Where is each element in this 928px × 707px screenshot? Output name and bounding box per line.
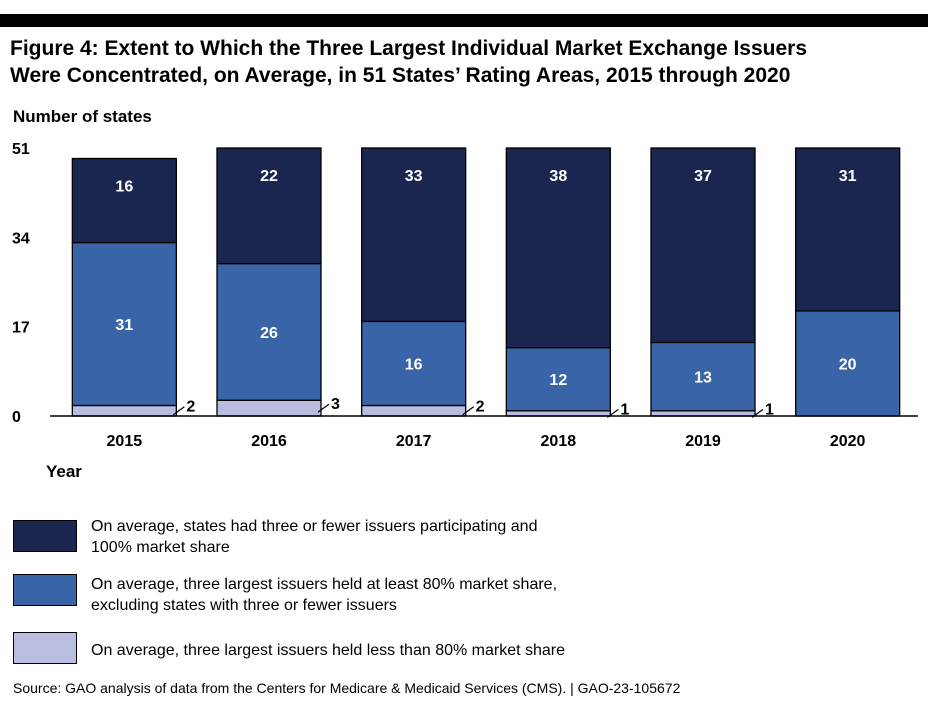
legend-label-dark-line-1: On average, states had three or fewer is…: [91, 518, 538, 535]
data-label-2018-light: 1: [620, 401, 629, 418]
bar-segment-2017-medium: [361, 320, 467, 407]
legend-label-light: On average, three largest issuers held l…: [91, 640, 791, 661]
stacked-bar-chart: 0 17 34 51 2 31 16 2015 3 26 22 2016 2 16 33 2017 1 12 38 2…: [12, 141, 918, 450]
data-label-2017-medium: 16: [405, 356, 423, 373]
bar-segment-2017-dark: [361, 147, 467, 323]
legend-item-dark: On average, states had three or fewer is…: [13, 514, 913, 556]
legend-swatch-light: [13, 632, 77, 664]
data-label-leader-2017: [462, 406, 475, 416]
data-label-2015-dark: 16: [115, 179, 133, 196]
data-label-2017-dark: 33: [405, 168, 423, 185]
data-label-2019-medium: 13: [694, 370, 712, 387]
bar-segment-2020-dark: [795, 147, 901, 312]
bar-segment-2015-dark: [71, 157, 177, 244]
legend-label-dark-line-2: 100% market share: [91, 539, 230, 556]
bar-segment-2018-medium: [505, 347, 611, 412]
data-label-2018-medium: 12: [549, 372, 567, 389]
x-tick-label-2020: 2020: [830, 433, 866, 450]
bar-segment-2020-medium: [795, 310, 901, 417]
x-tick-label-2016: 2016: [251, 433, 287, 450]
bar-segment-2016-medium: [216, 262, 322, 401]
data-label-leader-2015: [172, 406, 185, 416]
x-tick-label-2017: 2017: [396, 433, 432, 450]
data-label-2016-medium: 26: [260, 325, 278, 342]
data-label-2018-dark: 38: [549, 168, 567, 185]
data-label-2016-dark: 22: [260, 168, 278, 185]
bar-segment-2018-dark: [505, 147, 611, 349]
bar-segment-2019-dark: [650, 147, 756, 344]
data-label-2015-light: 2: [186, 399, 195, 416]
y-tick-label-17: 17: [12, 320, 30, 337]
legend-item-light: On average, three largest issuers held l…: [13, 630, 913, 670]
data-label-2017-light: 2: [476, 399, 485, 416]
legend-label-medium-line-2: excluding states with three or fewer iss…: [91, 597, 397, 614]
figure-title-line-1: Figure 4: Extent to Which the Three Larg…: [10, 37, 808, 60]
y-tick-label-0: 0: [12, 409, 21, 426]
figure-title-line-2: Were Concentrated, on Average, in 51 Sta…: [10, 64, 791, 87]
x-tick-label-2015: 2015: [107, 433, 143, 450]
legend-label-medium-line-1: On average, three largest issuers held a…: [91, 576, 558, 593]
legend-label-medium: On average, three largest issuers held a…: [91, 574, 791, 616]
legend-swatch-dark: [13, 520, 77, 552]
y-axis-title: Number of states: [13, 107, 152, 126]
y-tick-label-51: 51: [12, 141, 30, 158]
figure-title: Figure 4: Extent to Which the Three Larg…: [10, 35, 920, 89]
data-label-leader-2016: [317, 403, 330, 413]
data-label-2020-dark: 31: [839, 168, 857, 185]
x-tick-label-2019: 2019: [685, 433, 721, 450]
legend-label-dark: On average, states had three or fewer is…: [91, 516, 791, 558]
legend-item-medium: On average, three largest issuers held a…: [13, 572, 913, 614]
bar-segment-2018-light: [505, 410, 611, 417]
x-axis-title: Year: [46, 462, 82, 481]
data-label-2015-medium: 31: [115, 317, 133, 334]
source-note: Source: GAO analysis of data from the Ce…: [13, 680, 681, 696]
legend-label-light-line-1: On average, three largest issuers held l…: [91, 642, 566, 659]
bar-segment-2016-light: [216, 399, 322, 417]
legend-swatch-medium: [13, 574, 77, 606]
data-label-2019-dark: 37: [694, 168, 712, 185]
bar-segment-2017-light: [361, 404, 467, 417]
top-rule: [0, 14, 928, 27]
x-tick-label-2018: 2018: [541, 433, 577, 450]
data-label-2020-medium: 20: [839, 356, 857, 373]
data-label-2019-light: 1: [765, 401, 774, 418]
data-label-2016-light: 3: [331, 396, 340, 413]
bar-segment-2015-medium: [71, 241, 177, 407]
bar-segment-2016-dark: [216, 147, 322, 265]
bar-segment-2019-light: [650, 410, 756, 417]
y-tick-label-34: 34: [12, 230, 30, 247]
bar-segment-2015-light: [71, 404, 177, 417]
